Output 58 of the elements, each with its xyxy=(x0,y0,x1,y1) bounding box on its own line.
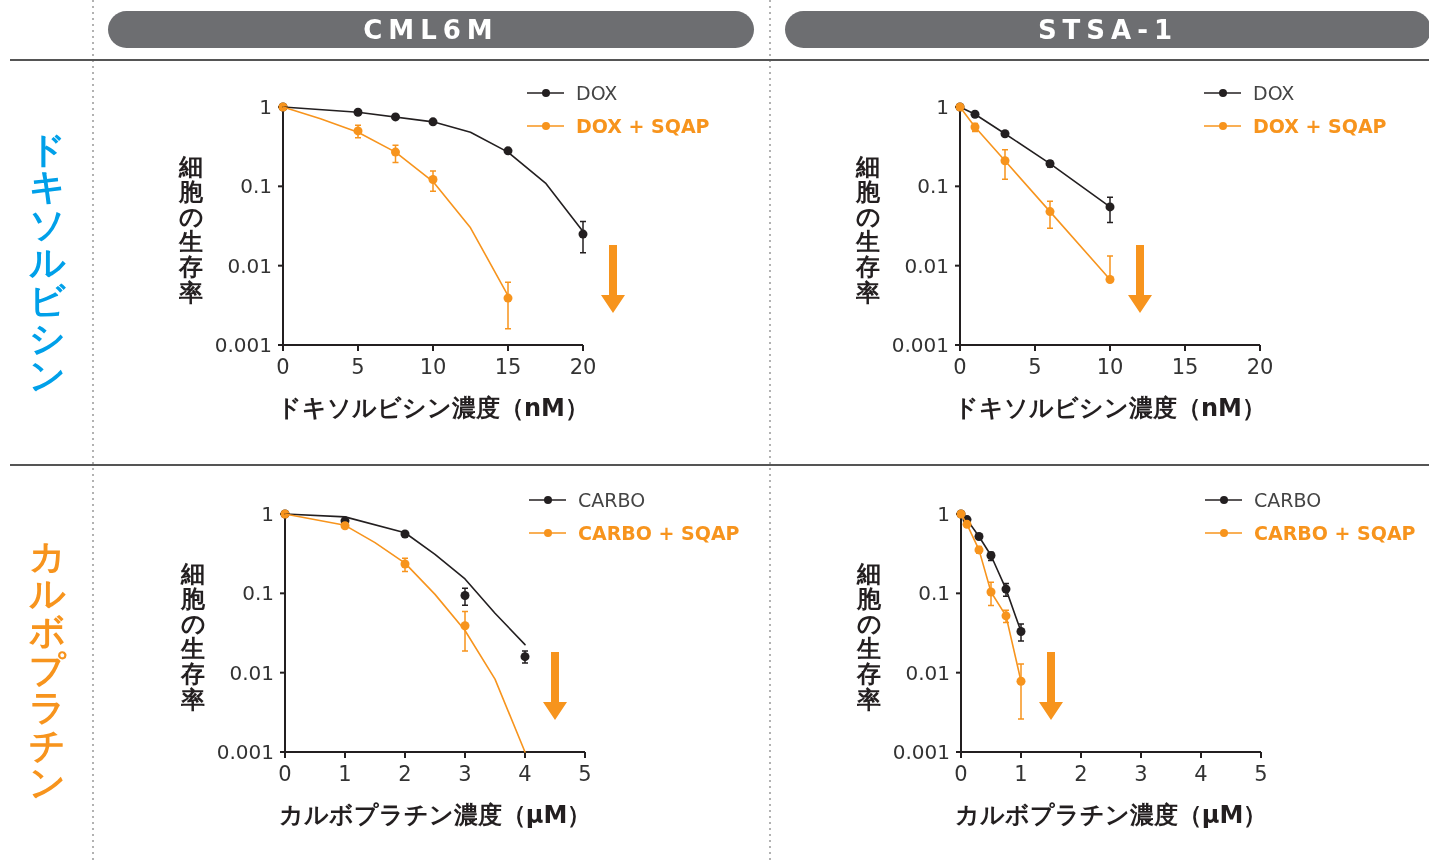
x-tick-label: 1 xyxy=(1014,762,1028,786)
x-tick-label: 4 xyxy=(518,762,532,786)
x-axis-title: ドキソルビシン濃度（nM） xyxy=(277,394,589,422)
x-tick-label: 0 xyxy=(278,762,292,786)
legend-label: CARBO + SQAP xyxy=(1254,522,1416,544)
chart-title: STSA-1 xyxy=(1037,15,1179,45)
y-tick-label: 1 xyxy=(261,502,274,526)
y-tick-label: 0.001 xyxy=(892,740,950,764)
y-tick-label: 1 xyxy=(259,95,272,119)
x-axis-title: カルボプラチン濃度（μM） xyxy=(954,801,1268,829)
y-tick-label: 0.01 xyxy=(904,253,949,278)
x-tick-label: 0 xyxy=(276,355,290,379)
y-axis-title: 細胞の生存率 xyxy=(180,559,206,714)
x-tick-label: 10 xyxy=(1096,355,1124,379)
chart-title: CML6M xyxy=(363,15,499,45)
y-axis-title: 細胞の生存率 xyxy=(856,559,882,714)
x-tick-label: 20 xyxy=(569,355,597,379)
legend-label: DOX + SQAP xyxy=(576,115,710,137)
legend-label: DOX xyxy=(1253,82,1295,104)
x-tick-label: 2 xyxy=(1074,762,1088,786)
y-axis-title: 細胞の生存率 xyxy=(855,152,881,307)
x-tick-label: 2 xyxy=(398,762,412,786)
x-tick-label: 5 xyxy=(1028,355,1042,379)
x-tick-label: 4 xyxy=(1194,762,1208,786)
legend-label: DOX xyxy=(576,82,618,104)
y-tick-label: 0.01 xyxy=(227,253,272,278)
y-tick-label: 0.001 xyxy=(891,333,949,357)
x-tick-label: 0 xyxy=(953,355,967,379)
x-tick-label: 5 xyxy=(351,355,365,379)
x-tick-label: 1 xyxy=(338,762,352,786)
y-tick-label: 0.1 xyxy=(917,174,949,199)
text: カルボプラチン xyxy=(28,535,67,804)
legend-label: DOX + SQAP xyxy=(1253,115,1387,137)
x-tick-label: 3 xyxy=(458,762,472,786)
x-axis-title: ドキソルビシン濃度（nM） xyxy=(954,394,1266,422)
legend-label: CARBO xyxy=(578,489,646,511)
y-tick-label: 0.1 xyxy=(242,581,274,606)
y-tick-label: 1 xyxy=(937,502,950,526)
y-tick-label: 0.01 xyxy=(905,660,950,685)
x-tick-label: 5 xyxy=(578,762,592,786)
legend-label: CARBO + SQAP xyxy=(578,522,740,544)
y-tick-label: 0.001 xyxy=(216,740,274,764)
y-tick-label: 0.01 xyxy=(229,660,274,685)
legend-label: CARBO xyxy=(1254,489,1322,511)
x-tick-label: 15 xyxy=(494,355,522,379)
y-tick-label: 0.1 xyxy=(240,174,272,199)
x-tick-label: 20 xyxy=(1246,355,1274,379)
y-tick-label: 1 xyxy=(936,95,949,119)
x-tick-label: 15 xyxy=(1171,355,1199,379)
x-tick-label: 5 xyxy=(1254,762,1268,786)
x-tick-label: 3 xyxy=(1134,762,1148,786)
y-tick-label: 0.1 xyxy=(918,581,950,606)
x-tick-label: 0 xyxy=(954,762,968,786)
y-tick-label: 0.001 xyxy=(214,333,272,357)
text: ドキソルビシン xyxy=(28,128,66,397)
x-axis-title: カルボプラチン濃度（μM） xyxy=(278,801,592,829)
y-axis-title: 細胞の生存率 xyxy=(178,152,204,307)
x-tick-label: 10 xyxy=(419,355,447,379)
